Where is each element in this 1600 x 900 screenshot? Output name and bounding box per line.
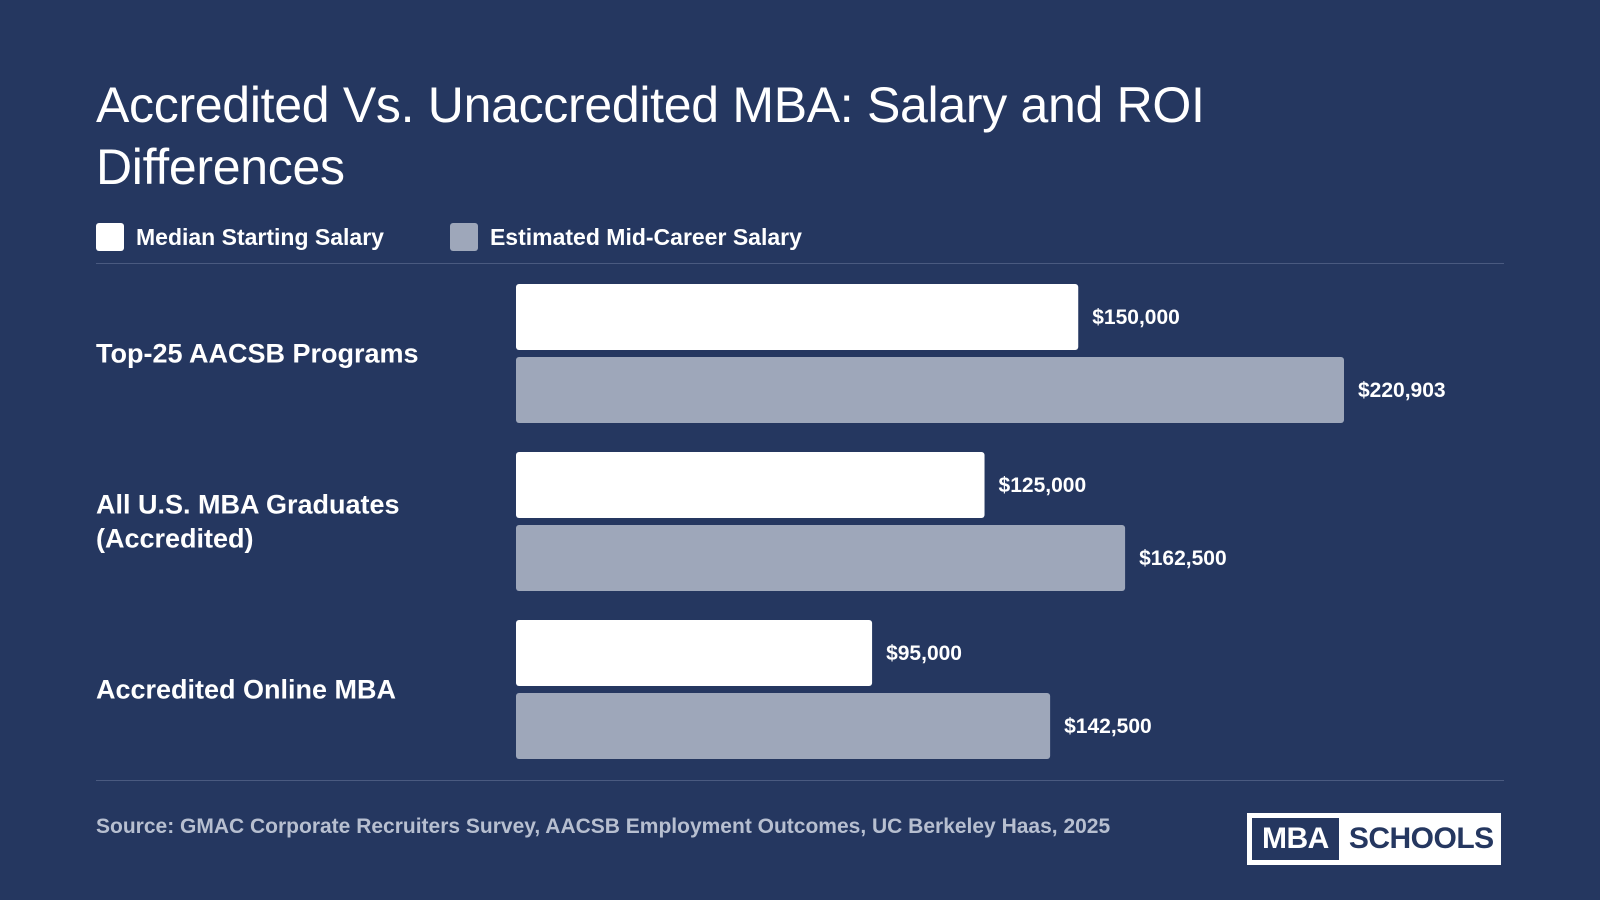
value-label: $162,500: [1139, 547, 1227, 570]
value-label: $125,000: [999, 474, 1087, 497]
legend-label-midcareer: Estimated Mid-Career Salary: [489, 223, 802, 250]
value-label: $142,500: [1064, 715, 1152, 738]
legend: Median Starting Salary Estimated Mid-Car…: [96, 222, 868, 252]
category-label: All U.S. MBA Graduates: [96, 490, 400, 520]
bar-midcareer-salary: [516, 525, 1126, 591]
bar-starting-salary: [516, 620, 873, 686]
bottom-divider: [96, 780, 1504, 781]
top-divider: [96, 263, 1504, 264]
legend-item-starting: Median Starting Salary: [96, 223, 384, 251]
legend-item-midcareer: Estimated Mid-Career Salary: [449, 223, 802, 251]
bar-midcareer-salary: [516, 357, 1344, 423]
logo-mba-text: MBA: [1252, 818, 1339, 860]
bar-starting-salary: [516, 284, 1079, 350]
category-label: (Accredited): [96, 524, 254, 554]
logo-schools-text: SCHOOLS: [1348, 822, 1494, 855]
legend-swatch-midcareer: [449, 223, 478, 251]
category-label: Accredited Online MBA: [96, 675, 396, 705]
bar-starting-salary: [516, 452, 985, 518]
value-label: $220,903: [1358, 379, 1446, 402]
bar-midcareer-salary: [516, 693, 1051, 759]
chart-title: Accredited Vs. Unaccredited MBA: Salary …: [96, 77, 1205, 195]
value-label: $150,000: [1092, 306, 1180, 329]
legend-label-starting: Median Starting Salary: [136, 223, 384, 250]
legend-swatch-starting: [96, 223, 124, 251]
mba-schools-logo: MBA SCHOOLS: [1247, 813, 1501, 865]
source-note: Source: GMAC Corporate Recruiters Survey…: [96, 815, 1111, 838]
value-label: $95,000: [886, 642, 962, 665]
category-label: Top-25 AACSB Programs: [96, 339, 419, 369]
